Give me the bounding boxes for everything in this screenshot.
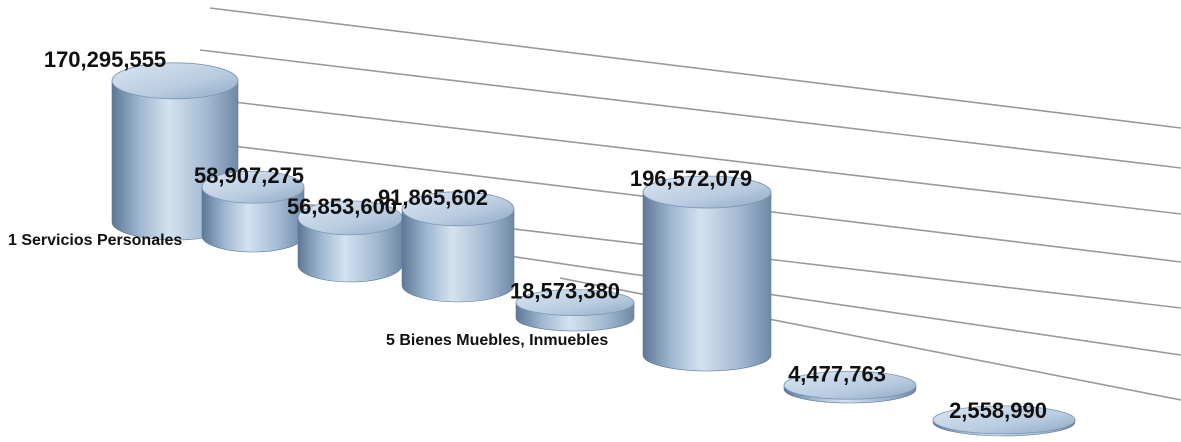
data-label: 58,907,275 [194,163,304,188]
data-label: 170,295,555 [44,47,166,72]
bar-top [201,170,305,204]
category-label: 5 Bienes Muebles, Inmuebles [386,332,608,349]
bar-cylinder [783,370,917,404]
data-label: 2,558,990 [949,398,1047,423]
bar-cylinder [642,175,772,372]
bar-body [642,191,772,372]
data-label: 56,853,600 [287,194,397,219]
data-label: 91,865,602 [378,185,488,210]
bar-cylinder [201,170,305,253]
labels: 170,295,555 58,907,275 56,853,60091,865,60… [8,47,1047,423]
bar-top [642,175,772,209]
bar-cylinder [401,191,515,303]
bar-top [515,289,635,316]
bar-top [401,191,515,227]
gridline [209,7,1181,129]
bar-top [111,62,239,100]
bar-cylinder [297,200,403,283]
bar-cylinder [515,289,635,332]
gridline [199,49,1181,169]
bar-body [297,217,403,283]
bar-cylinder [932,405,1076,437]
bar-top [932,405,1076,435]
bars [111,62,1076,437]
bar-top [783,370,917,400]
data-label: 4,477,763 [788,361,886,386]
data-label: 196,572,079 [630,166,752,191]
bar-body [401,208,515,303]
gridline [199,97,1181,215]
category-label: 1 Servicios Personales [8,232,182,249]
data-label: 18,573,380 [510,279,620,304]
